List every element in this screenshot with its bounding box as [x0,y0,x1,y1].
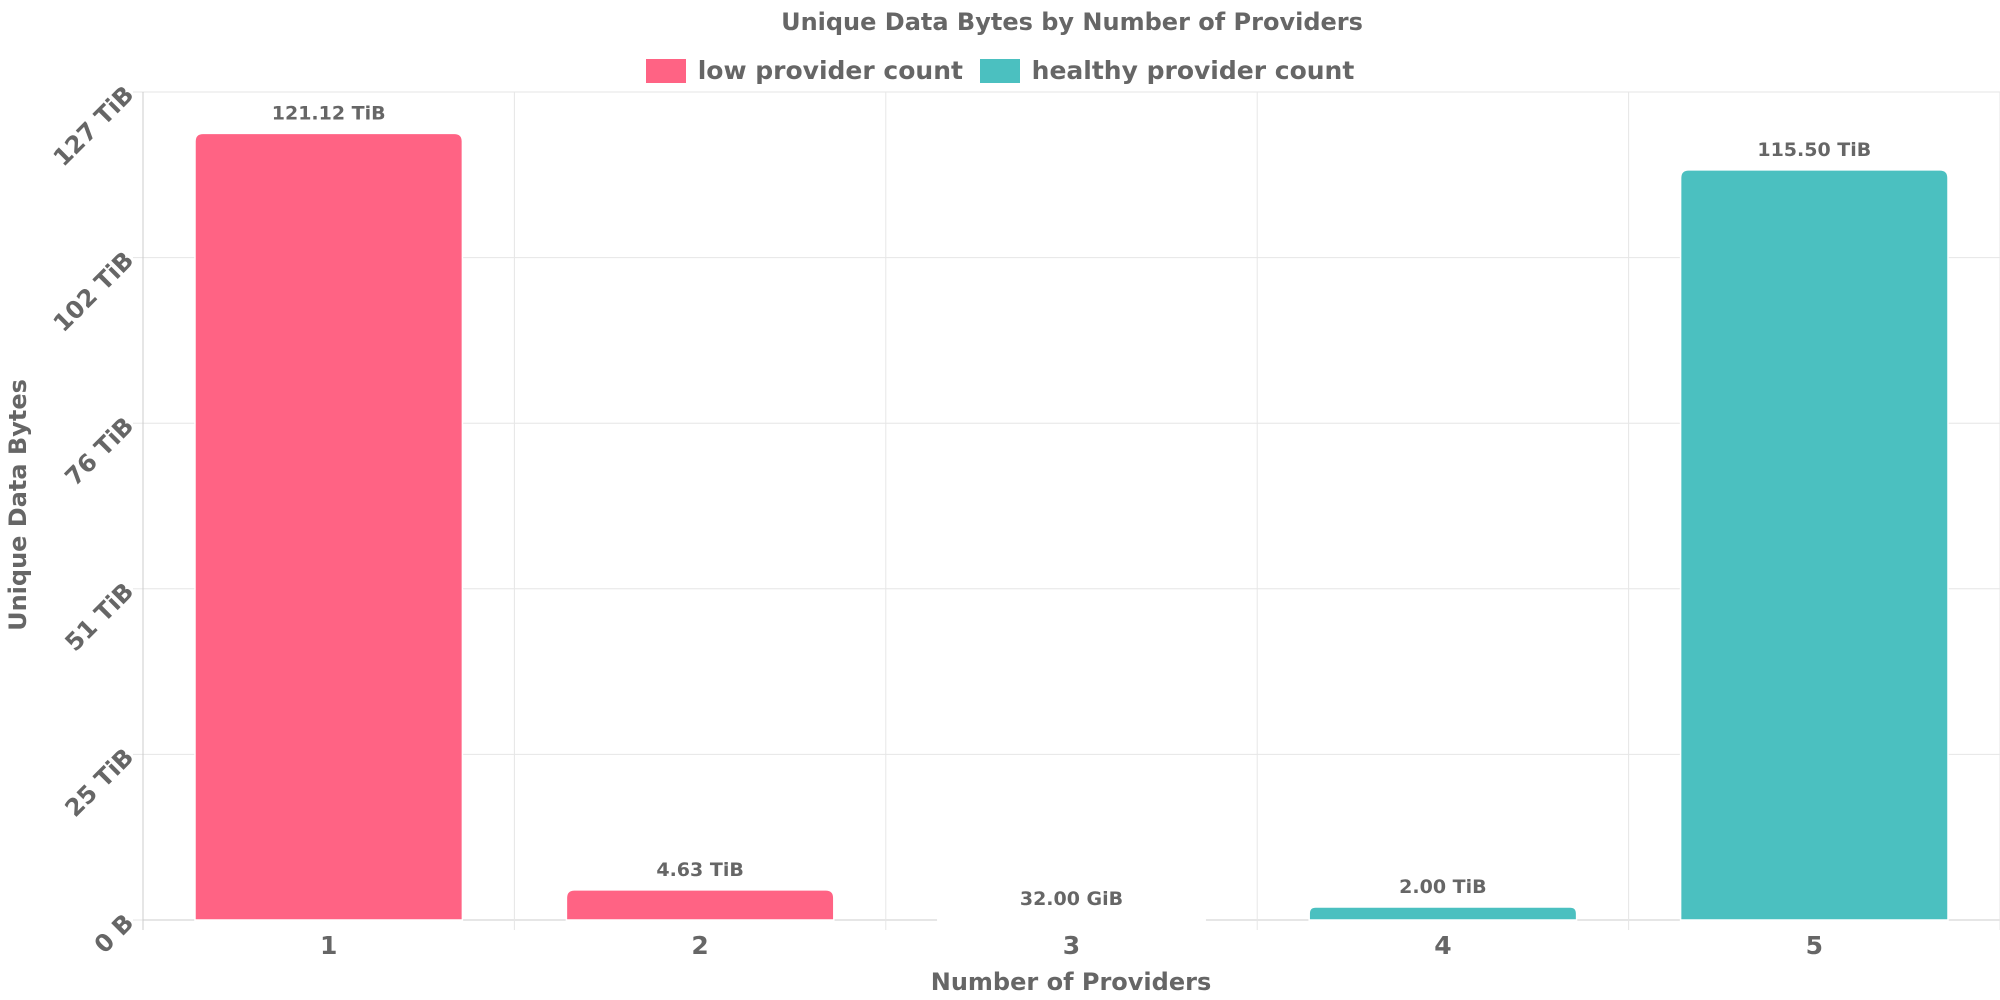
legend-label-low: low provider count [697,56,963,85]
x-tick-label: 5 [1806,931,1823,960]
data-label-1: 121.12 TiB [272,102,386,124]
y-tick-label: 127 TiB [48,80,139,171]
data-label-3: 32.00 GiB [1020,888,1123,910]
bars [194,132,1949,921]
y-tick-label: 102 TiB [48,246,139,337]
x-tick-label: 4 [1434,931,1451,960]
legend-swatch-low [645,58,686,83]
x-tick-label: 1 [320,931,337,960]
bar-1[interactable] [194,132,464,921]
bar-5[interactable] [1679,169,1949,921]
legend-item-healthy[interactable]: healthy provider count [979,56,1355,85]
chart-title: Unique Data Bytes by Number of Providers [781,8,1363,36]
y-axis-title: Unique Data Bytes [4,379,32,631]
legend: low provider count healthy provider coun… [0,56,2000,89]
bar-4[interactable] [1308,906,1578,921]
y-tick-label: 76 TiB [60,412,140,492]
data-label-4: 2.00 TiB [1399,876,1486,898]
bar-2[interactable] [565,889,835,921]
legend-swatch-healthy [979,58,1020,83]
data-labels: 121.12 TiB 4.63 TiB 32.00 GiB 2.00 TiB 115.5… [272,102,1871,910]
x-axis-title: Number of Providers [931,968,1211,996]
legend-label-healthy: healthy provider count [1031,56,1355,85]
x-tick-label: 2 [691,931,708,960]
y-tick-label: 51 TiB [60,577,140,657]
bar-3[interactable] [937,918,1206,921]
legend-item-low[interactable]: low provider count [645,56,963,85]
y-tick-label: 25 TiB [60,743,140,823]
data-label-5: 115.50 TiB [1757,139,1871,161]
y-tick-label: 0 B [89,908,139,958]
data-label-2: 4.63 TiB [656,859,743,881]
x-tick-label: 3 [1063,931,1080,960]
